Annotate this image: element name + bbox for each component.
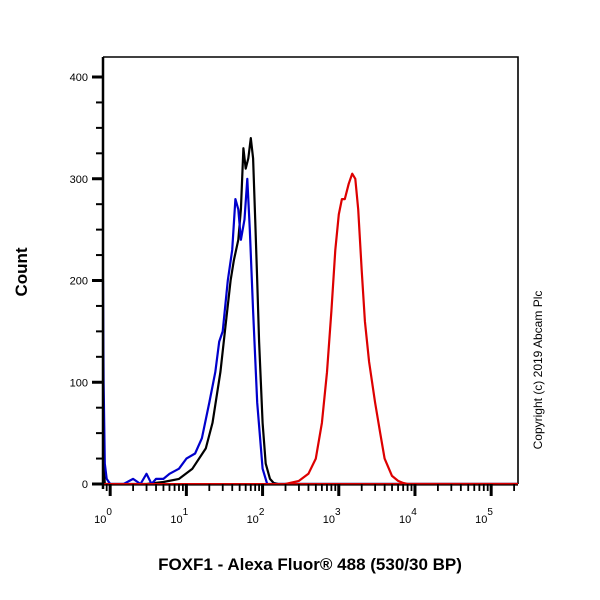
y-tick-label: 400	[70, 72, 88, 84]
x-tick-label: 103	[323, 507, 341, 526]
y-tick-label: 0	[82, 479, 88, 491]
x-tick-label: 100	[94, 507, 112, 526]
x-tick-label: 104	[399, 507, 417, 526]
series-line-2	[285, 172, 518, 486]
y-tick-label: 100	[70, 377, 88, 389]
series-line-1	[101, 177, 518, 486]
x-axis-label: FOXF1 - Alexa Fluor® 488 (530/30 BP)	[158, 555, 462, 574]
y-tick-label: 200	[70, 276, 88, 288]
y-axis-label: Count	[12, 247, 31, 297]
x-tick-label: 101	[170, 507, 188, 526]
series-line-0	[101, 137, 518, 486]
copyright-text: Copyright (c) 2019 Abcam Plc	[531, 290, 545, 450]
x-tick-label: 105	[475, 507, 493, 526]
x-tick-label: 102	[247, 507, 265, 526]
plot-frame	[103, 56, 519, 484]
y-tick-label: 300	[70, 174, 88, 186]
